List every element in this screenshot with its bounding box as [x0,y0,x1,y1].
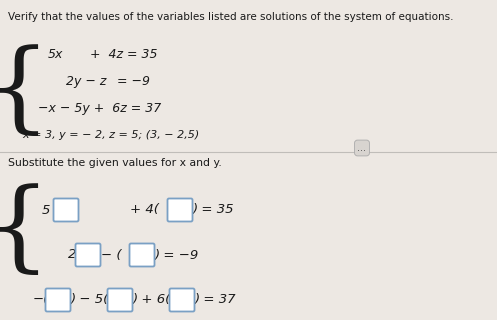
Text: x = 3, y = − 2, z = 5; (3, − 2,5): x = 3, y = − 2, z = 5; (3, − 2,5) [22,130,199,140]
FancyBboxPatch shape [167,198,192,221]
FancyBboxPatch shape [107,289,133,311]
FancyBboxPatch shape [169,289,194,311]
Text: ) − 5(: ) − 5( [71,293,109,307]
FancyBboxPatch shape [130,244,155,267]
Text: ) = −9: ) = −9 [155,249,199,261]
Text: = −9: = −9 [117,75,150,88]
FancyBboxPatch shape [46,289,71,311]
Text: − (: − ( [101,249,121,261]
Text: ) + 6(: ) + 6( [133,293,171,307]
Text: 5: 5 [42,204,50,217]
Text: {: { [0,184,50,280]
Text: Substitute the given values for x and y.: Substitute the given values for x and y. [8,158,222,168]
Text: ) = 35: ) = 35 [193,204,235,217]
Text: 5x: 5x [48,48,64,61]
Text: 2: 2 [68,249,77,261]
FancyBboxPatch shape [54,198,79,221]
Text: +  4z = 35: + 4z = 35 [90,48,158,61]
Text: ) = 37: ) = 37 [195,293,237,307]
Text: 2y − z: 2y − z [66,75,106,88]
Text: {: { [0,45,50,141]
Text: −(: −( [33,293,49,307]
Text: ...: ... [357,143,366,153]
FancyBboxPatch shape [76,244,100,267]
Text: −x − 5y +  6z = 37: −x − 5y + 6z = 37 [38,102,161,115]
Text: Verify that the values of the variables listed are solutions of the system of eq: Verify that the values of the variables … [8,12,453,22]
Text: + 4(: + 4( [130,204,159,217]
